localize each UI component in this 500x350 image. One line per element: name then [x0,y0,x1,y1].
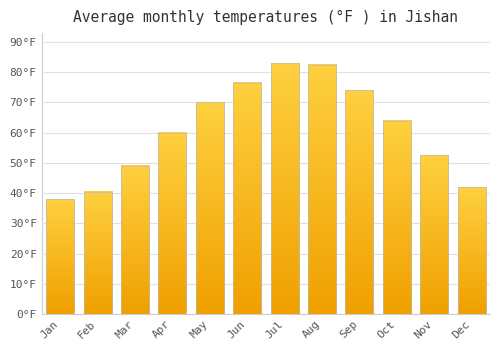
Title: Average monthly temperatures (°F ) in Jishan: Average monthly temperatures (°F ) in Ji… [74,10,458,25]
